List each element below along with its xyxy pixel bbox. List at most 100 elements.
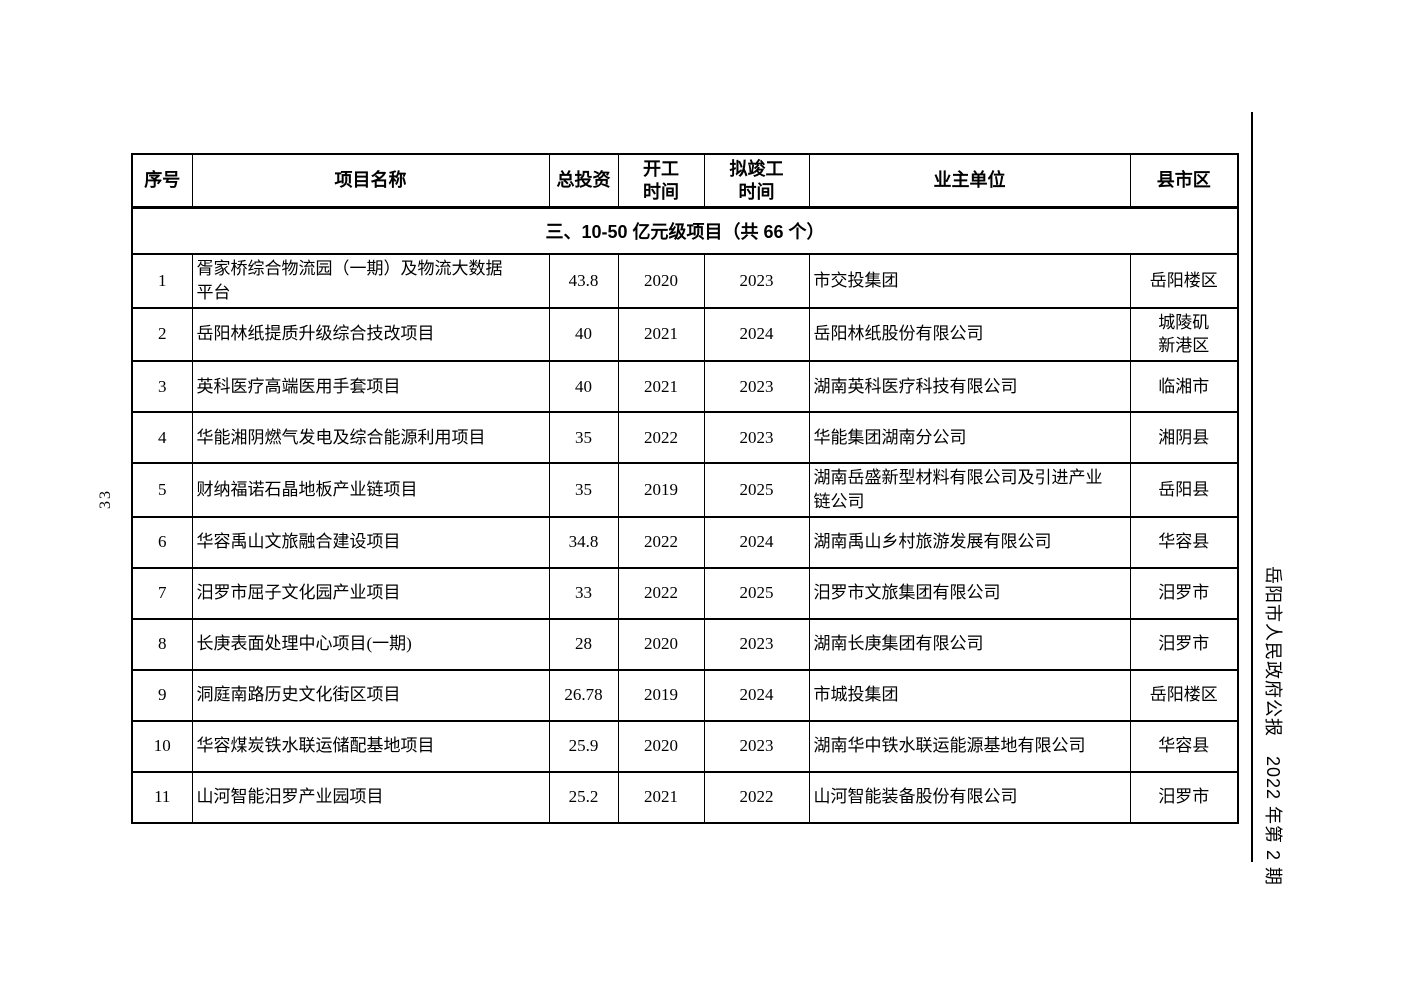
cell-owner: 湖南英科医疗科技有限公司 [808,360,1131,414]
cell-name: 华容禹山文旅融合建设项目 [191,515,550,569]
cell-district: 岳阳楼区 [1129,668,1239,722]
cell-no: 6 [131,515,193,569]
cell-investment: 40 [548,306,619,363]
cell-name: 华容煤炭铁水联运储配基地项目 [191,719,550,773]
cell-start: 2021 [617,360,705,414]
cell-district: 湘阴县 [1129,411,1239,465]
cell-end: 2025 [703,566,810,620]
cell-owner: 岳阳林纸股份有限公司 [808,306,1131,363]
cell-end: 2023 [703,253,810,309]
cell-owner: 市交投集团 [808,253,1131,309]
cell-owner: 湖南华中铁水联运能源基地有限公司 [808,719,1131,773]
header-no: 序号 [131,153,193,209]
cell-investment: 35 [548,411,619,465]
cell-investment: 26.78 [548,668,619,722]
cell-no: 8 [131,617,193,671]
cell-owner: 湖南岳盛新型材料有限公司及引进产业 链公司 [808,462,1131,518]
cell-owner: 山河智能装备股份有限公司 [808,770,1131,824]
cell-start: 2021 [617,306,705,363]
table-row: 9 洞庭南路历史文化街区项目 26.78 2019 2024 市城投集团 岳阳楼… [131,668,1239,722]
cell-end: 2023 [703,360,810,414]
cell-name: 长庚表面处理中心项目(一期) [191,617,550,671]
table-row: 4 华能湘阴燃气发电及综合能源利用项目 35 2022 2023 华能集团湖南分… [131,411,1239,465]
cell-investment: 33 [548,566,619,620]
cell-no: 9 [131,668,193,722]
cell-investment: 34.8 [548,515,619,569]
cell-start: 2020 [617,253,705,309]
table-row: 7 汨罗市屈子文化园产业项目 33 2022 2025 汨罗市文旅集团有限公司 … [131,566,1239,620]
cell-name: 胥家桥综合物流园（一期）及物流大数据 平台 [191,253,550,309]
cell-investment: 43.8 [548,253,619,309]
cell-name: 财纳福诺石晶地板产业链项目 [191,462,550,518]
section-title: 三、10-50 亿元级项目（共 66 个） [131,206,1239,255]
spine-caption: 岳阳市人民政府公报 2022 年第 2 期 [1263,566,1283,887]
cell-start: 2021 [617,770,705,824]
cell-investment: 25.2 [548,770,619,824]
cell-no: 2 [131,306,193,363]
table-row: 6 华容禹山文旅融合建设项目 34.8 2022 2024 湖南禹山乡村旅游发展… [131,515,1239,569]
table-row: 1 胥家桥综合物流园（一期）及物流大数据 平台 43.8 2020 2023 市… [131,253,1239,309]
cell-district: 岳阳县 [1129,462,1239,518]
cell-end: 2023 [703,617,810,671]
cell-investment: 25.9 [548,719,619,773]
cell-start: 2022 [617,411,705,465]
cell-owner: 汨罗市文旅集团有限公司 [808,566,1131,620]
cell-investment: 40 [548,360,619,414]
cell-district: 临湘市 [1129,360,1239,414]
cell-no: 7 [131,566,193,620]
cell-end: 2025 [703,462,810,518]
cell-no: 4 [131,411,193,465]
cell-start: 2019 [617,462,705,518]
cell-name: 英科医疗高端医用手套项目 [191,360,550,414]
cell-district: 汨罗市 [1129,566,1239,620]
section-title-row: 三、10-50 亿元级项目（共 66 个） [131,206,1239,255]
cell-district: 岳阳楼区 [1129,253,1239,309]
table-row: 8 长庚表面处理中心项目(一期) 28 2020 2023 湖南长庚集团有限公司… [131,617,1239,671]
cell-district: 华容县 [1129,719,1239,773]
cell-name: 岳阳林纸提质升级综合技改项目 [191,306,550,363]
cell-start: 2020 [617,617,705,671]
cell-no: 5 [131,462,193,518]
cell-end: 2024 [703,515,810,569]
table-row: 10 华容煤炭铁水联运储配基地项目 25.9 2020 2023 湖南华中铁水联… [131,719,1239,773]
cell-no: 11 [131,770,193,824]
cell-name: 洞庭南路历史文化街区项目 [191,668,550,722]
cell-start: 2019 [617,668,705,722]
cell-no: 1 [131,253,193,309]
projects-table: 序号 项目名称 总投资 开工 时间 拟竣工 时间 业主单位 县市区 三、10-5… [131,153,1239,824]
cell-end: 2023 [703,411,810,465]
cell-start: 2022 [617,566,705,620]
spine-divider [1251,112,1253,862]
cell-owner: 华能集团湖南分公司 [808,411,1131,465]
cell-owner: 市城投集团 [808,668,1131,722]
page-number: 33 [97,489,114,509]
header-district: 县市区 [1129,153,1239,209]
table-row: 3 英科医疗高端医用手套项目 40 2021 2023 湖南英科医疗科技有限公司… [131,360,1239,414]
cell-start: 2022 [617,515,705,569]
cell-end: 2024 [703,668,810,722]
table-row: 11 山河智能汨罗产业园项目 25.2 2021 2022 山河智能装备股份有限… [131,770,1239,824]
cell-end: 2023 [703,719,810,773]
cell-start: 2020 [617,719,705,773]
cell-name: 山河智能汨罗产业园项目 [191,770,550,824]
table-row: 5 财纳福诺石晶地板产业链项目 35 2019 2025 湖南岳盛新型材料有限公… [131,462,1239,518]
cell-investment: 35 [548,462,619,518]
cell-end: 2024 [703,306,810,363]
cell-investment: 28 [548,617,619,671]
header-name: 项目名称 [191,153,550,209]
header-end: 拟竣工 时间 [703,153,810,209]
cell-no: 10 [131,719,193,773]
header-start: 开工 时间 [617,153,705,209]
cell-end: 2022 [703,770,810,824]
cell-no: 3 [131,360,193,414]
table-header-row: 序号 项目名称 总投资 开工 时间 拟竣工 时间 业主单位 县市区 [131,153,1239,209]
cell-owner: 湖南禹山乡村旅游发展有限公司 [808,515,1131,569]
cell-district: 华容县 [1129,515,1239,569]
cell-name: 汨罗市屈子文化园产业项目 [191,566,550,620]
cell-district: 汨罗市 [1129,617,1239,671]
header-owner: 业主单位 [808,153,1131,209]
cell-owner: 湖南长庚集团有限公司 [808,617,1131,671]
cell-district: 城陵矶 新港区 [1129,306,1239,363]
table-row: 2 岳阳林纸提质升级综合技改项目 40 2021 2024 岳阳林纸股份有限公司… [131,306,1239,363]
